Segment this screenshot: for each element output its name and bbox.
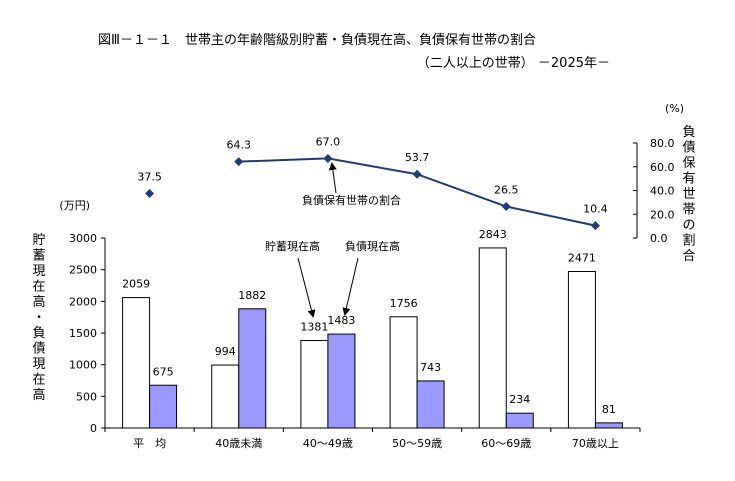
- left-axis-title-text: 貯蓄現在高・負債現在高: [32, 233, 45, 403]
- savings-annotation-arrow: [297, 257, 316, 318]
- debt-ratio-point: [412, 169, 422, 179]
- debt-value-label: 743: [420, 361, 441, 374]
- debt-ratio-value-label: 37.5: [137, 170, 162, 183]
- debt-ratio-point: [234, 157, 244, 167]
- line-annotation: 負債保有世帯の割合: [302, 193, 401, 207]
- category-labels: 平 均 40歳未満 40～49歳 50～59歳 60～69歳 70歳以上: [133, 437, 619, 450]
- debt-ratio-value-label: 67.0: [316, 135, 341, 148]
- right-axis-title-text: 負債保有世帯の割合: [682, 125, 695, 264]
- debt-value-label: 1483: [327, 314, 355, 327]
- left-axis-title: 貯蓄現在高・負債現在高: [32, 233, 45, 403]
- debt-ratio-point: [145, 188, 155, 198]
- debt-bar: [505, 412, 534, 429]
- savings-bar: [389, 316, 418, 429]
- right-tick-label: 60.0: [650, 161, 675, 174]
- debt-bar: [594, 422, 623, 429]
- left-axis: 0 500 1000 1500 2000 2500 3000: [69, 232, 641, 435]
- debt-annotation: 負債現在高: [345, 239, 400, 253]
- chart-subtitle: （二人以上の世帯） －2025年－: [417, 56, 610, 71]
- category-label: 平 均: [133, 437, 166, 450]
- debt-ratio-point: [501, 202, 511, 212]
- savings-bar: [478, 247, 507, 429]
- savings-bar: [567, 271, 596, 429]
- savings-annotation: 貯蓄現在高: [265, 239, 320, 253]
- category-label: 40～49歳: [303, 437, 353, 450]
- savings-value-label: 1756: [390, 297, 418, 310]
- right-tick-label: 40.0: [650, 185, 675, 198]
- left-axis-unit: (万円): [59, 199, 90, 212]
- debt-ratio-value-label: 53.7: [405, 151, 430, 164]
- savings-bar: [122, 297, 151, 429]
- debt-ratio-point: [590, 221, 600, 231]
- right-axis-unit: (%): [665, 102, 684, 115]
- debt-ratio-value-label: 10.4: [583, 203, 608, 216]
- debt-ratio-polyline: [238, 157, 596, 227]
- debt-value-label: 1882: [238, 289, 266, 302]
- right-tick-label: 20.0: [650, 208, 675, 221]
- category-label: 70歳以上: [572, 437, 619, 450]
- savings-value-label: 1381: [300, 321, 328, 334]
- savings-value-label: 2843: [479, 228, 507, 241]
- left-tick-label: 2500: [69, 264, 97, 277]
- debt-bar: [149, 384, 178, 429]
- right-axis: 0.0 20.0 40.0 60.0 80.0: [633, 137, 675, 245]
- left-tick-label: 2000: [69, 295, 97, 308]
- debt-value-label: 81: [602, 403, 616, 416]
- debt-ratio-value-label: 26.5: [494, 184, 519, 197]
- bars: 2059 675 994 1882 1381 1483 1756 743 2843 234 2471…: [122, 228, 623, 429]
- debt-value-label: 234: [509, 393, 530, 406]
- savings-value-label: 2471: [568, 252, 596, 265]
- savings-value-label: 2059: [122, 278, 150, 291]
- savings-bar: [211, 364, 240, 429]
- right-axis-title: 負債保有世帯の割合: [682, 125, 695, 264]
- left-tick-label: 1000: [69, 359, 97, 372]
- debt-ratio-line: 37.5 64.3 67.0 53.7 26.5 10.4: [137, 135, 608, 231]
- left-tick-label: 3000: [69, 232, 97, 245]
- category-label: 40歳未満: [215, 437, 262, 450]
- chart-title: 図Ⅲ－１－１ 世帯主の年齢階級別貯蓄・負債現在高、負債保有世帯の割合: [98, 32, 536, 48]
- debt-ratio-point: [323, 153, 333, 163]
- savings-value-label: 994: [215, 345, 236, 358]
- debt-ratio-value-label: 64.3: [227, 139, 252, 152]
- right-tick-label: 80.0: [650, 137, 675, 150]
- line-annotation-arrow: [328, 162, 337, 194]
- category-label: 50～59歳: [392, 437, 442, 450]
- left-tick-label: 500: [76, 390, 97, 403]
- left-tick-label: 0: [90, 422, 97, 435]
- debt-bar: [416, 380, 445, 429]
- savings-bar: [300, 340, 329, 429]
- debt-value-label: 675: [153, 365, 174, 378]
- debt-bar: [327, 333, 356, 429]
- category-label: 60～69歳: [481, 437, 531, 450]
- debt-annotation-arrow: [342, 257, 359, 316]
- right-tick-label: 0.0: [650, 232, 668, 245]
- left-tick-label: 1500: [69, 327, 97, 340]
- debt-bar: [238, 308, 267, 429]
